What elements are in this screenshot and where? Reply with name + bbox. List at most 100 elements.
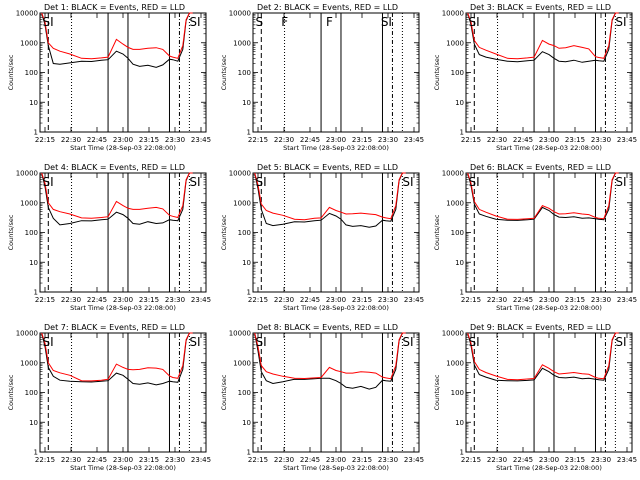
- plot-frame: [39, 172, 207, 293]
- x-tick-label: 22:15: [35, 296, 55, 304]
- x-tick-label: 22:15: [461, 296, 481, 304]
- x-axis-label: Start Time (28-Sep-03 22:08:00): [496, 144, 602, 152]
- events-series-line: [467, 12, 619, 63]
- x-tick-label: 23:45: [617, 136, 637, 144]
- x-tick-label: 22:30: [487, 296, 507, 304]
- marker-label: SI: [255, 175, 266, 189]
- marker-label: SI: [615, 15, 626, 29]
- panel-title: Det 3: BLACK = Events, RED = LLD: [470, 3, 611, 12]
- x-tick-label: 23:15: [565, 136, 585, 144]
- lld-series-line: [41, 332, 193, 382]
- y-tick-label: 1: [247, 289, 251, 297]
- plot-frame: [39, 12, 207, 133]
- x-tick-label: 22:45: [300, 296, 320, 304]
- x-tick-label: 23:45: [404, 456, 424, 464]
- x-tick-label: 22:45: [513, 296, 533, 304]
- x-tick-label: 22:15: [461, 456, 481, 464]
- y-tick-label: 1: [460, 289, 464, 297]
- y-tick-label: 10: [242, 259, 251, 267]
- events-series-line: [467, 332, 619, 382]
- plot-frame: [465, 12, 633, 133]
- marker-label: F: [326, 15, 333, 29]
- plot-frame: [465, 332, 633, 453]
- y-axis-label: Counts/sec: [433, 214, 441, 250]
- y-tick-label: 10: [242, 99, 251, 107]
- x-tick-label: 23:45: [191, 456, 211, 464]
- marker-label: S: [255, 15, 263, 29]
- panel-title: Det 6: BLACK = Events, RED = LLD: [470, 163, 611, 172]
- x-tick-label: 23:15: [139, 296, 159, 304]
- y-axis-label: Counts/sec: [220, 214, 228, 250]
- y-tick-label: 1000: [446, 359, 464, 367]
- x-tick-label: 23:30: [378, 136, 398, 144]
- x-tick-label: 23:00: [326, 296, 346, 304]
- panel-title: Det 4: BLACK = Events, RED = LLD: [44, 163, 185, 172]
- events-series-line: [254, 332, 406, 390]
- y-tick-label: 1: [34, 449, 38, 457]
- x-tick-label: 23:15: [352, 456, 372, 464]
- lld-series-line: [254, 332, 406, 380]
- x-tick-label: 22:30: [274, 456, 294, 464]
- x-tick-label: 23:45: [404, 296, 424, 304]
- x-tick-label: 23:15: [565, 456, 585, 464]
- x-tick-label: 23:15: [139, 136, 159, 144]
- x-tick-label: 22:15: [35, 136, 55, 144]
- x-tick-label: 23:15: [565, 296, 585, 304]
- x-tick-label: 22:30: [61, 136, 81, 144]
- y-tick-label: 1000: [446, 199, 464, 207]
- y-tick-label: 100: [451, 389, 464, 397]
- x-tick-label: 22:45: [300, 136, 320, 144]
- marker-label: SI: [468, 15, 479, 29]
- y-tick-label: 10: [455, 259, 464, 267]
- lld-series-line: [254, 172, 406, 221]
- y-tick-label: 10000: [229, 10, 251, 18]
- x-tick-label: 23:45: [617, 456, 637, 464]
- panel-title: Det 7: BLACK = Events, RED = LLD: [44, 323, 185, 332]
- y-tick-label: 10000: [442, 330, 464, 338]
- marker-label: SI: [615, 335, 626, 349]
- panel-title: Det 9: BLACK = Events, RED = LLD: [470, 323, 611, 332]
- x-axis-label: Start Time (28-Sep-03 22:08:00): [283, 304, 389, 312]
- lld-series-line: [41, 12, 193, 60]
- y-tick-label: 10000: [16, 330, 38, 338]
- plot-frame: [465, 172, 633, 293]
- x-tick-label: 23:30: [165, 136, 185, 144]
- x-axis-label: Start Time (28-Sep-03 22:08:00): [70, 304, 176, 312]
- x-tick-label: 22:45: [87, 136, 107, 144]
- y-tick-label: 100: [25, 69, 38, 77]
- plot-frame: [252, 332, 420, 453]
- x-tick-label: 23:45: [191, 136, 211, 144]
- x-tick-label: 23:15: [352, 296, 372, 304]
- detector-panel: Det 9: BLACK = Events, RED = LLD 1 10 100 10…: [433, 323, 637, 472]
- plot-frame: [252, 12, 420, 133]
- x-tick-label: 22:15: [248, 456, 268, 464]
- x-tick-label: 22:30: [274, 296, 294, 304]
- x-axis-label: Start Time (28-Sep-03 22:08:00): [496, 304, 602, 312]
- x-tick-label: 23:00: [539, 456, 559, 464]
- events-series-line: [467, 172, 619, 221]
- x-tick-label: 23:30: [165, 456, 185, 464]
- y-tick-label: 1: [34, 129, 38, 137]
- marker-label: SI: [42, 175, 53, 189]
- x-tick-label: 23:00: [113, 136, 133, 144]
- x-tick-label: 23:30: [378, 456, 398, 464]
- y-tick-label: 10: [455, 419, 464, 427]
- y-tick-label: 10000: [16, 170, 38, 178]
- marker-label: SI: [255, 335, 266, 349]
- marker-label: SI: [402, 175, 413, 189]
- events-series-line: [41, 172, 193, 226]
- x-tick-label: 22:15: [248, 296, 268, 304]
- x-tick-label: 23:45: [617, 296, 637, 304]
- marker-label: SI: [381, 15, 392, 29]
- y-tick-label: 100: [238, 69, 251, 77]
- y-tick-label: 10: [242, 419, 251, 427]
- x-axis-label: Start Time (28-Sep-03 22:08:00): [283, 144, 389, 152]
- y-tick-label: 1: [460, 449, 464, 457]
- x-tick-label: 22:45: [300, 456, 320, 464]
- events-series-line: [41, 12, 193, 68]
- y-tick-label: 1000: [20, 359, 38, 367]
- y-axis-label: Counts/sec: [220, 374, 228, 410]
- y-tick-label: 1000: [233, 359, 251, 367]
- y-tick-label: 1: [460, 129, 464, 137]
- x-tick-label: 23:00: [326, 456, 346, 464]
